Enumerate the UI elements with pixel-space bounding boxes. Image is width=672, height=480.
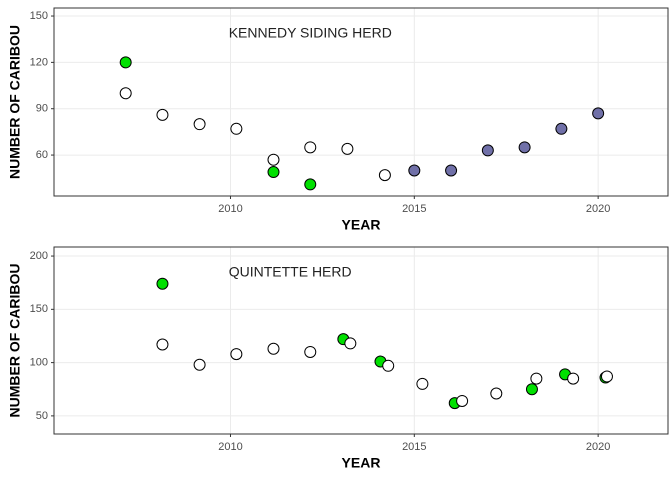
point [267,166,280,179]
point [119,56,132,69]
annotation: KENNEDY SIDING HERD [229,25,392,41]
y-axis-label: NUMBER OF CARIBOU [7,264,23,418]
point [490,387,503,400]
y-tick-label: 120 [30,56,48,68]
point [592,107,605,120]
point [193,118,206,131]
point [408,164,421,177]
y-axis-label: NUMBER OF CARIBOU [7,25,23,179]
point [378,169,391,182]
point [230,348,243,361]
point [304,141,317,154]
point [267,342,280,355]
point [156,277,169,290]
point [304,178,317,191]
plot-border [53,246,669,435]
x-tick-label: 2015 [402,441,426,453]
point [230,122,243,135]
point [600,370,613,383]
x-tick-label: 2015 [402,203,426,215]
point [344,337,357,350]
point [382,359,395,372]
y-tick-label: 50 [36,410,48,422]
x-axis-label: YEAR [342,455,381,471]
point [341,142,354,155]
point [193,358,206,371]
x-tick-label: 2010 [218,441,242,453]
point [445,164,458,177]
y-tick-label: 200 [30,250,48,262]
point [156,108,169,121]
y-tick-label: 100 [30,357,48,369]
point [456,394,469,407]
annotation: QUINTETTE HERD [229,264,352,280]
y-tick-label: 90 [36,103,48,115]
y-tick-label: 150 [30,10,48,22]
point [119,87,132,100]
plot-border [53,7,669,197]
y-tick-label: 150 [30,303,48,315]
point [267,153,280,166]
x-axis-label: YEAR [342,217,381,233]
x-tick-label: 2010 [218,203,242,215]
point [530,372,543,385]
point [555,122,568,135]
point [481,144,494,157]
point [525,383,538,396]
x-tick-label: 2020 [586,441,610,453]
point [416,377,429,390]
point [518,141,531,154]
point [156,338,169,351]
y-tick-label: 60 [36,149,48,161]
point [304,345,317,358]
point [567,372,580,385]
x-tick-label: 2020 [586,203,610,215]
